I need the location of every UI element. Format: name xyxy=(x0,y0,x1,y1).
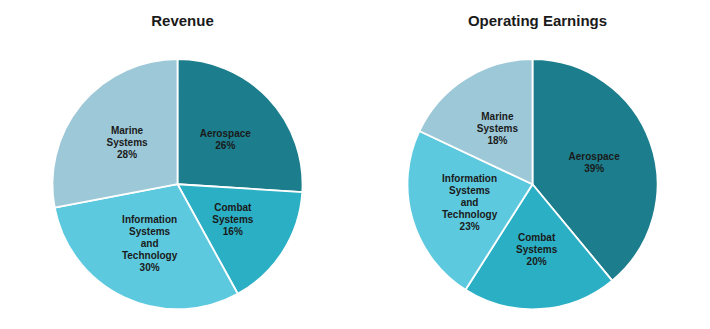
svg-text:Technology: Technology xyxy=(122,250,178,261)
svg-text:Systems: Systems xyxy=(212,214,254,225)
svg-text:Technology: Technology xyxy=(442,209,498,220)
svg-text:39%: 39% xyxy=(584,163,604,174)
svg-text:Marine: Marine xyxy=(111,125,144,136)
svg-text:Marine: Marine xyxy=(481,111,514,122)
svg-text:and: and xyxy=(461,197,479,208)
svg-text:Information: Information xyxy=(122,214,177,225)
svg-text:18%: 18% xyxy=(487,135,507,146)
svg-text:Information: Information xyxy=(442,173,497,184)
svg-text:Revenue: Revenue xyxy=(151,12,214,29)
svg-text:26%: 26% xyxy=(215,140,235,151)
svg-text:30%: 30% xyxy=(140,262,160,273)
svg-text:and: and xyxy=(141,238,159,249)
svg-text:Aerospace: Aerospace xyxy=(569,151,621,162)
svg-text:20%: 20% xyxy=(527,256,547,267)
svg-text:28%: 28% xyxy=(117,149,137,160)
svg-text:Combat: Combat xyxy=(518,232,556,243)
svg-text:Operating Earnings: Operating Earnings xyxy=(468,12,607,29)
svg-text:Combat: Combat xyxy=(214,202,252,213)
svg-text:Systems: Systems xyxy=(477,123,519,134)
svg-text:Systems: Systems xyxy=(449,185,491,196)
svg-text:16%: 16% xyxy=(223,226,243,237)
svg-text:Systems: Systems xyxy=(106,137,148,148)
svg-text:Systems: Systems xyxy=(516,244,558,255)
svg-text:Aerospace: Aerospace xyxy=(200,128,252,139)
svg-text:23%: 23% xyxy=(460,221,480,232)
svg-text:Systems: Systems xyxy=(129,226,171,237)
